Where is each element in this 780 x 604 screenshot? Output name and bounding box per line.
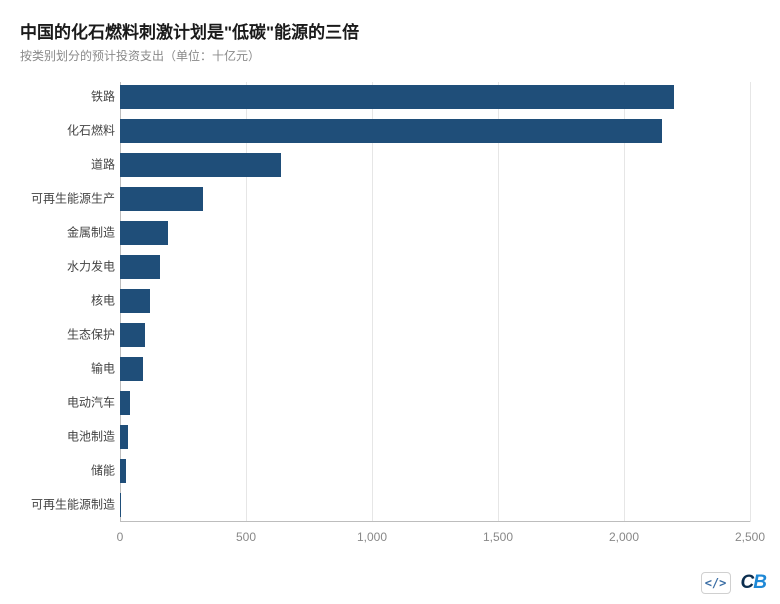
plot-inner [120,82,750,522]
bar [120,425,128,449]
footer-icons: </> CB [701,572,766,594]
embed-icon[interactable]: </> [701,572,731,594]
x-axis-tick-label: 1,500 [483,530,513,544]
bar [120,357,143,381]
y-axis-label: 输电 [20,362,115,375]
chart-title: 中国的化石燃料刺激计划是"低碳"能源的三倍 [20,18,760,43]
gridline [246,82,247,522]
bar [120,255,160,279]
x-axis-tick-label: 2,000 [609,530,639,544]
gridline [498,82,499,522]
plot-area: 铁路化石燃料道路可再生能源生产金属制造水力发电核电生态保护输电电动汽车电池制造储… [20,82,760,552]
x-axis-tick-label: 1,000 [357,530,387,544]
y-axis-label: 可再生能源生产 [20,192,115,205]
bar [120,493,121,517]
brand-logo-c: C [741,572,754,593]
y-axis-label: 可再生能源制造 [20,498,115,511]
x-axis-line [120,521,750,522]
gridline [750,82,751,522]
x-axis-tick-label: 0 [117,530,124,544]
x-axis-tick-label: 2,500 [735,530,765,544]
y-axis-label: 金属制造 [20,226,115,239]
y-axis-label: 道路 [20,158,115,171]
bar [120,221,168,245]
y-axis-label: 核电 [20,294,115,307]
brand-logo-b: B [753,572,766,593]
bar [120,391,130,415]
chart-container: 中国的化石燃料刺激计划是"低碳"能源的三倍 按类别划分的预计投资支出（单位：十亿… [0,0,780,552]
x-axis-tick-label: 500 [236,530,256,544]
bar [120,459,126,483]
chart-subtitle: 按类别划分的预计投资支出（单位：十亿元） [20,47,760,64]
y-axis-label: 铁路 [20,90,115,103]
y-axis-label: 储能 [20,464,115,477]
bar [120,187,203,211]
y-axis-label: 电动汽车 [20,396,115,409]
bar [120,85,674,109]
y-axis-label: 电池制造 [20,430,115,443]
y-axis-label: 水力发电 [20,260,115,273]
brand-logo[interactable]: CB [741,572,766,594]
gridline [372,82,373,522]
bar [120,153,281,177]
gridline [624,82,625,522]
y-axis-label: 生态保护 [20,328,115,341]
bar [120,119,662,143]
y-axis-label: 化石燃料 [20,124,115,137]
bar [120,323,145,347]
bar [120,289,150,313]
